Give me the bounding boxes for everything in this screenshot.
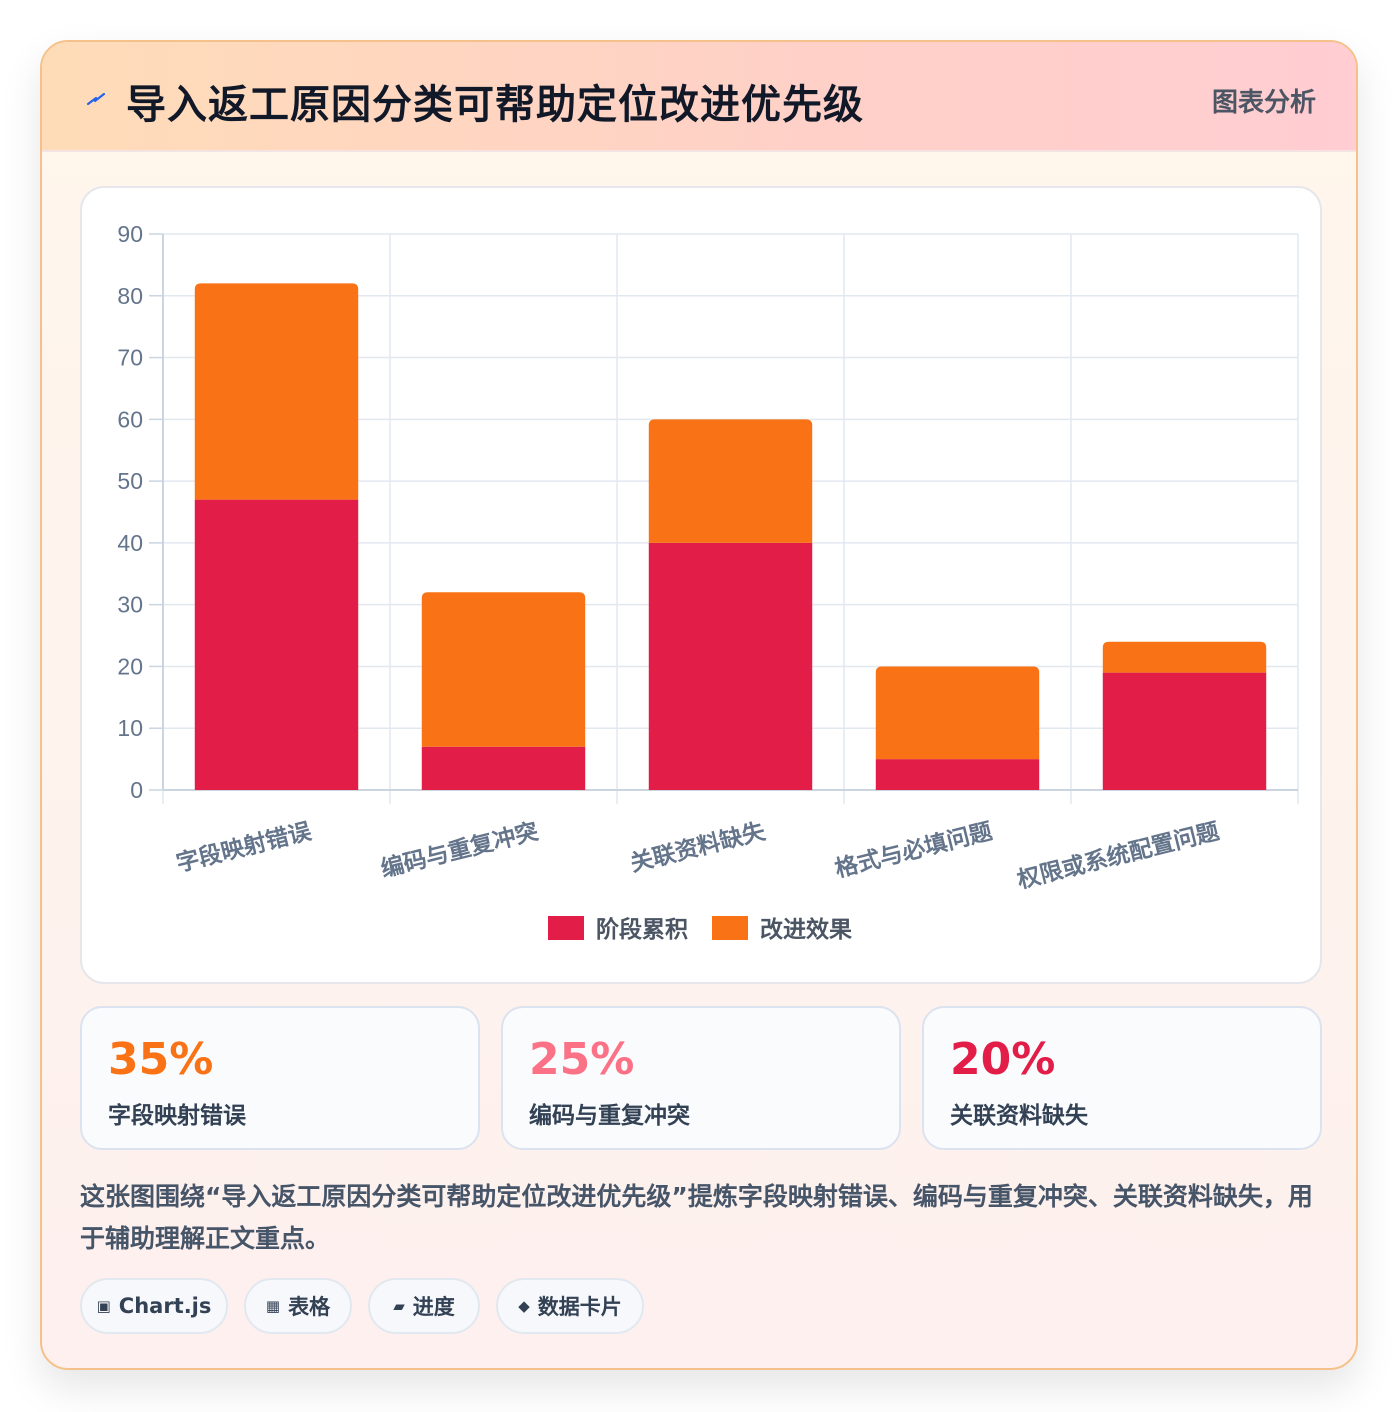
card-header: 导入返工原因分类可帮助定位改进优先级 图表分析 [42, 42, 1356, 152]
table-icon: ▦ [265, 1297, 281, 1315]
y-tick-label: 0 [130, 777, 143, 803]
legend-label: 阶段累积 [596, 916, 688, 943]
x-tick-label: 格式与必填问题 [832, 818, 995, 883]
y-tick-label: 60 [117, 406, 143, 432]
chart-icon: ▣ [96, 1297, 111, 1315]
stacked-bar-chart: 0 10 20 30 40 50 60 70 80 90 字段映射错误 编码与重复冲突 关联资料缺失 格式… [117, 221, 1299, 943]
bar-improvement-effect [875, 666, 1040, 760]
stat-label: 编码与重复冲突 [529, 1103, 690, 1129]
y-tick-label: 10 [117, 715, 143, 741]
chip-table[interactable]: ▦ 表格 [244, 1278, 352, 1334]
y-tick-label: 90 [117, 221, 143, 247]
y-tick-label: 20 [117, 653, 143, 679]
chart-description: 这张图围绕“导入返工原因分类可帮助定位改进优先级”提炼字段映射错误、编码与重复冲… [80, 1182, 1313, 1253]
stat-card-3: 20% 关联资料缺失 [922, 1006, 1322, 1150]
page-title: 导入返工原因分类可帮助定位改进优先级 [126, 82, 864, 128]
stat-card-1: 35% 字段映射错误 [80, 1006, 480, 1150]
chip-label: 进度 [412, 1295, 455, 1319]
legend-swatch [548, 916, 584, 940]
y-tick-label: 80 [117, 283, 143, 309]
bar-stage-accumulated [421, 746, 586, 790]
chart-analysis-tag: 图表分析 [1211, 88, 1316, 118]
stat-value: 25% [529, 1034, 635, 1085]
legend-swatch [712, 916, 748, 940]
x-tick-label: 权限或系统配置问题 [1014, 818, 1222, 895]
bar-improvement-effect [648, 419, 813, 543]
y-tick-label: 30 [117, 592, 143, 618]
chip-progress[interactable]: ▰ 进度 [368, 1278, 480, 1334]
chart-panel: 0 10 20 30 40 50 60 70 80 90 字段映射错误 编码与重复冲突 关联资料缺失 格式… [80, 186, 1322, 984]
stat-label: 关联资料缺失 [950, 1103, 1088, 1129]
bar-stage-accumulated [1102, 672, 1267, 790]
progress-icon: ▰ [393, 1297, 405, 1315]
y-tick-label: 50 [117, 468, 143, 494]
stat-label: 字段映射错误 [108, 1103, 246, 1129]
lightning-icon [86, 92, 106, 106]
chip-data-card[interactable]: ◆ 数据卡片 [496, 1278, 644, 1334]
chip-label: Chart.js [118, 1294, 212, 1318]
y-tick-label: 40 [117, 530, 143, 556]
diamond-icon: ◆ [518, 1297, 530, 1315]
chart-card: 导入返工原因分类可帮助定位改进优先级 图表分析 0 10 20 30 40 50 60 70 8… [40, 40, 1358, 1370]
bar-stage-accumulated [875, 759, 1040, 790]
x-tick-label: 关联资料缺失 [628, 817, 769, 877]
chip-label: 表格 [288, 1295, 331, 1319]
legend-label: 改进效果 [760, 916, 852, 943]
bar-stage-accumulated [648, 542, 813, 790]
bar-improvement-effect [194, 283, 359, 500]
y-tick-label: 70 [117, 345, 143, 371]
x-tick-label: 编码与重复冲突 [378, 818, 541, 883]
stat-card-2: 25% 编码与重复冲突 [501, 1006, 901, 1150]
stat-value: 20% [950, 1034, 1056, 1085]
bar-stage-accumulated [194, 499, 359, 790]
stat-value: 35% [108, 1034, 214, 1085]
chip-chartjs[interactable]: ▣ Chart.js [80, 1278, 228, 1334]
chip-label: 数据卡片 [537, 1295, 622, 1319]
bar-improvement-effect [421, 592, 586, 747]
x-tick-label: 字段映射错误 [174, 817, 315, 877]
bar-improvement-effect [1102, 641, 1267, 673]
